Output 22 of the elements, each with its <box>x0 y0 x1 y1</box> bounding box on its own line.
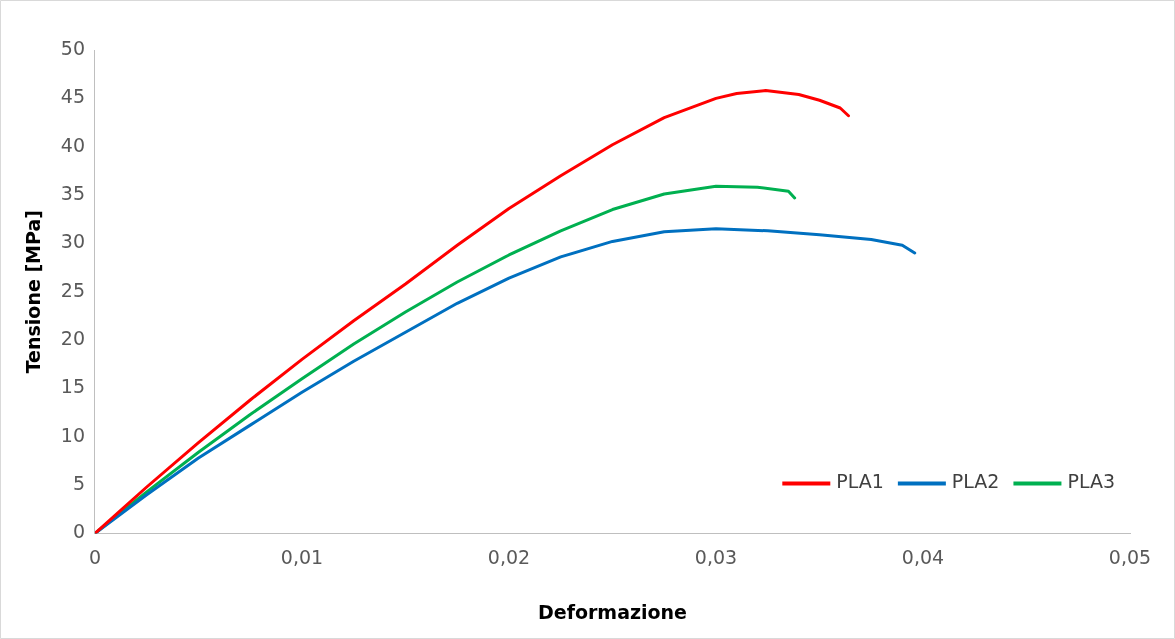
x-tick-label: 0,04 <box>901 545 945 568</box>
x-tick-label: 0,03 <box>694 545 738 568</box>
y-tick-label: 45 <box>60 85 85 108</box>
x-tick-label: 0,05 <box>1108 545 1152 568</box>
legend-label: PLA3 <box>1067 470 1116 493</box>
y-tick-label: 50 <box>60 36 85 59</box>
x-tick-label: 0,01 <box>280 545 324 568</box>
y-tick-label: 20 <box>60 326 85 349</box>
y-tick-label: 5 <box>72 472 85 494</box>
x-axis-title: Deformazione <box>537 600 687 623</box>
y-tick-label: 35 <box>60 181 85 204</box>
legend-label: PLA2 <box>951 470 1000 493</box>
y-tick-label: 15 <box>60 375 85 398</box>
y-tick-label: 30 <box>60 230 85 253</box>
y-tick-label: 40 <box>60 133 85 156</box>
legend-label: PLA1 <box>836 470 884 493</box>
y-axis-title: Tensione [MPa] <box>22 210 45 374</box>
y-tick-label: 10 <box>60 423 85 446</box>
y-tick-label: 25 <box>60 278 85 301</box>
y-tick-label: 0 <box>72 520 85 543</box>
x-tick-label: 0 <box>88 545 102 568</box>
x-tick-label: 0,02 <box>487 545 531 568</box>
